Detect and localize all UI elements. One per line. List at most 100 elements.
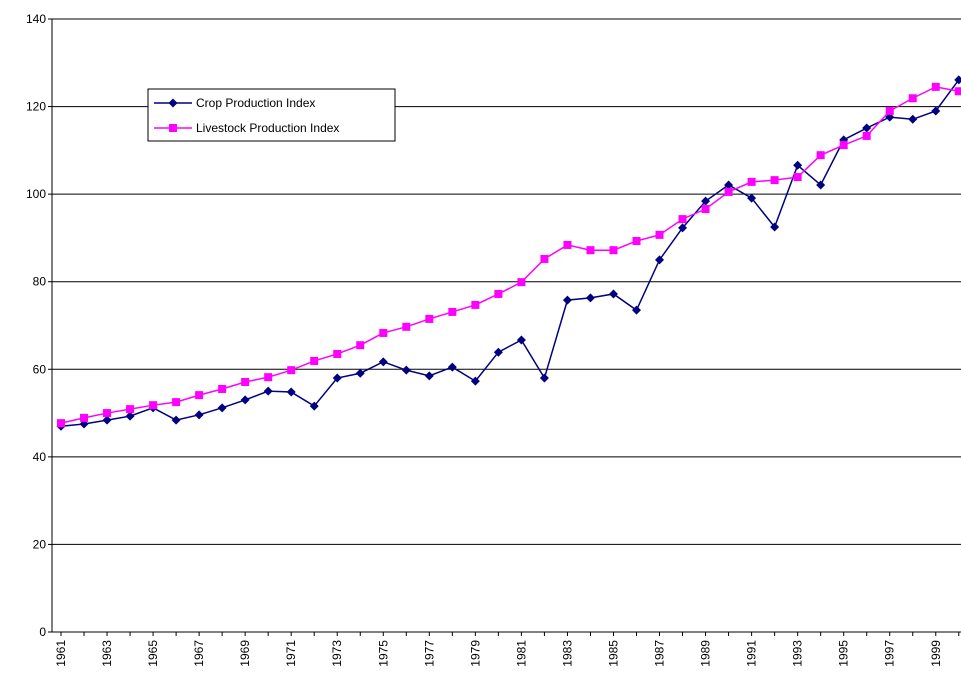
x-tick-label: 1983 [560,640,574,667]
point [839,141,848,150]
point [655,255,665,265]
point [218,384,227,393]
x-tick-label: 1999 [929,640,943,667]
point [80,413,89,422]
point [862,131,871,140]
point [586,246,595,255]
point [793,160,803,170]
point [149,401,158,410]
point [286,387,296,397]
point [724,180,734,190]
point [885,106,894,115]
point [724,187,733,196]
point [540,254,549,263]
point [862,123,872,133]
point [470,376,480,386]
series-line [60,79,960,427]
point [608,289,618,299]
point [378,357,388,367]
point [539,373,549,383]
point [102,415,112,425]
point [516,335,526,345]
point [931,82,940,91]
point [57,419,65,428]
point [355,368,365,378]
point [908,94,917,103]
point [168,98,178,108]
point [402,322,411,331]
y-tick-label: 100 [26,187,46,201]
point [954,87,961,96]
y-tick-label: 40 [33,450,47,464]
point [816,151,825,160]
point [770,222,780,232]
point [424,371,434,381]
point [447,362,457,372]
point [241,377,250,386]
point [125,411,135,421]
point [747,177,756,186]
x-tick-label: 1971 [284,640,298,667]
point [287,366,296,375]
point [448,307,457,316]
x-tick-label: 1991 [745,640,759,667]
point [655,230,664,239]
point [263,386,273,396]
point [425,314,434,323]
point [401,365,411,375]
point [931,106,941,116]
point [471,300,480,309]
x-tick-label: 1967 [192,640,206,667]
point [585,293,595,303]
x-tick-label: 1963 [100,640,114,667]
x-tick-label: 1985 [606,640,620,667]
point [103,409,112,418]
x-tick-label: 1989 [699,640,713,667]
point [954,75,961,85]
series-line [60,86,959,424]
point [195,391,204,400]
point [701,196,711,206]
point [678,215,687,224]
legend-label: Livestock Production Index [196,121,339,135]
point [632,305,641,315]
point [126,405,135,414]
x-tick-label: 1977 [422,640,436,667]
point [747,193,757,203]
point [169,124,177,132]
point [217,403,227,413]
legend-box [147,88,396,142]
x-tick-label: 1961 [54,640,68,667]
point [632,236,641,245]
y-tick-label: 140 [26,12,46,26]
point [562,295,572,305]
y-tick-label: 120 [26,100,46,114]
point [332,373,342,383]
point [194,410,204,420]
point [240,395,250,405]
x-tick-label: 1973 [330,640,344,667]
point [493,347,503,357]
y-tick-label: 80 [33,275,47,289]
legend-label: Crop Production Index [196,96,315,110]
point [908,114,918,124]
point [609,246,618,255]
x-tick-label: 1993 [791,640,805,667]
y-tick-label: 0 [39,625,46,639]
point [309,401,319,411]
point [816,180,826,190]
x-tick-label: 1965 [146,640,160,667]
point [171,415,181,425]
y-tick-label: 60 [33,362,47,376]
point [563,240,572,249]
point [494,289,503,298]
point [333,349,342,358]
x-tick-label: 1997 [883,640,897,667]
x-tick-label: 1975 [376,640,390,667]
x-tick-label: 1979 [468,640,482,667]
point [310,356,319,365]
x-tick-label: 1969 [238,640,252,667]
point [264,373,273,382]
y-tick-label: 20 [33,537,47,551]
